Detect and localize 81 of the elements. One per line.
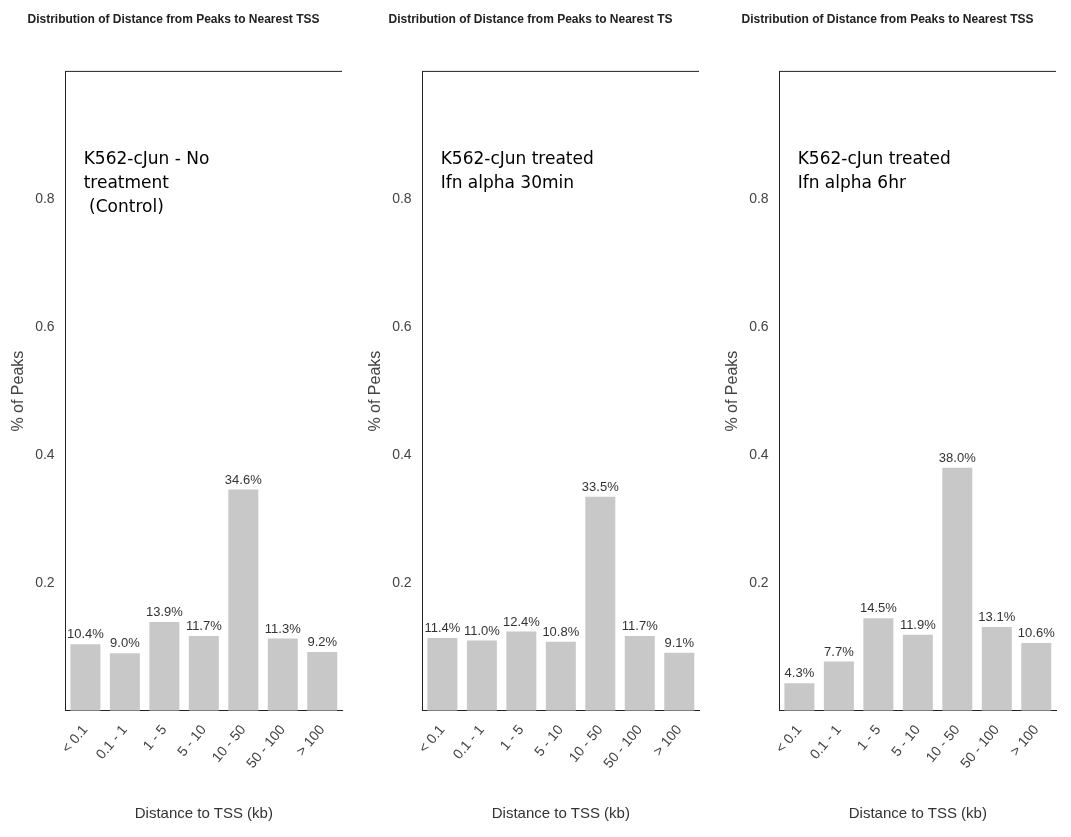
data-label: 9.2%	[307, 634, 338, 650]
bar	[942, 467, 973, 711]
data-label: 9.1%	[664, 634, 695, 650]
data-label: 10.6%	[1017, 625, 1056, 641]
bar	[863, 618, 894, 711]
annotation: K562-cJun - No treatment (Control)	[83, 148, 210, 217]
x-axis-title: Distance to TSS (kb)	[491, 804, 630, 822]
bar	[228, 489, 259, 711]
x-axis-title: Distance to TSS (kb)	[134, 804, 273, 822]
x-tick-label: > 100	[649, 721, 685, 759]
bar	[784, 683, 815, 711]
bar	[70, 644, 101, 711]
x-tick-label: 5 - 10	[887, 721, 924, 760]
bar	[506, 631, 537, 711]
data-label: 9.0%	[110, 635, 141, 651]
chart-title: Distribution of Distance from Peaks to Nearest TSS	[27, 11, 320, 26]
bar	[624, 636, 655, 711]
data-label: 11.7%	[185, 618, 223, 634]
annotation: K562-cJun treated Ifn alpha 30min	[440, 148, 594, 193]
bar	[664, 652, 695, 711]
y-tick-label: 0.4	[35, 445, 55, 462]
x-axis-title: Distance to TSS (kb)	[848, 804, 987, 822]
x-tick-label: > 100	[292, 721, 328, 759]
y-tick-label: 0.4	[749, 445, 769, 462]
y-tick-label: 0.6	[392, 318, 412, 335]
data-label: 12.4%	[502, 613, 541, 629]
bar	[267, 638, 298, 711]
data-label: 34.6%	[224, 471, 263, 487]
bar	[149, 621, 180, 711]
y-axis-title: % of Peaks	[9, 350, 27, 432]
bar	[109, 653, 140, 711]
data-label: 10.4%	[66, 626, 105, 642]
y-axis-title: % of Peaks	[723, 350, 741, 432]
x-tick-label: 5 - 10	[530, 721, 567, 760]
bar	[427, 637, 458, 711]
x-tick-label: < 0.1	[772, 721, 805, 756]
bar	[545, 641, 576, 711]
data-label: 38.0%	[938, 449, 977, 465]
x-tick-label: < 0.1	[415, 721, 448, 756]
x-tick-label: 1 - 5	[496, 721, 527, 754]
data-label: 10.8%	[542, 623, 580, 639]
data-label: 13.9%	[145, 604, 184, 620]
y-tick-label: 0.2	[392, 573, 412, 590]
x-tick-label: 5 - 10	[173, 721, 210, 760]
bar	[585, 496, 616, 711]
bar	[823, 661, 854, 711]
y-tick-label: 0.6	[35, 318, 55, 335]
data-label: 13.1%	[978, 609, 1016, 625]
y-tick-label: 0.6	[749, 318, 769, 335]
data-label: 11.3%	[264, 620, 302, 636]
annotation: K562-cJun treated Ifn alpha 6hr	[797, 148, 951, 193]
data-label: 11.4%	[424, 620, 461, 636]
y-tick-label: 0.8	[392, 190, 412, 207]
data-label: 7.7%	[824, 643, 855, 659]
bar	[307, 652, 338, 711]
bar	[466, 640, 497, 711]
chart-title: Distribution of Distance from Peaks to Nearest TSS	[741, 11, 1034, 26]
bar	[1021, 643, 1052, 711]
x-tick-label: 1 - 5	[139, 721, 170, 754]
data-label: 4.3%	[784, 665, 815, 681]
y-tick-label: 0.8	[35, 190, 55, 207]
chart-title: Distribution of Distance from Peaks to Nearest TS	[388, 11, 673, 26]
bar	[981, 627, 1012, 711]
bar	[188, 636, 219, 711]
bar	[902, 634, 933, 711]
y-tick-label: 0.4	[392, 445, 412, 462]
x-tick-label: 1 - 5	[853, 721, 884, 754]
y-tick-label: 0.2	[35, 573, 55, 590]
data-label: 33.5%	[581, 478, 620, 494]
x-tick-label: > 100	[1006, 721, 1042, 759]
data-label: 14.5%	[859, 600, 898, 616]
data-label: 11.0%	[463, 622, 501, 638]
y-tick-label: 0.8	[749, 190, 769, 207]
y-tick-label: 0.2	[749, 573, 769, 590]
data-label: 11.7%	[621, 618, 659, 634]
data-label: 11.9%	[899, 616, 937, 632]
x-tick-label: 0.1 - 1	[806, 721, 845, 763]
x-tick-label: < 0.1	[58, 721, 91, 756]
x-tick-label: 0.1 - 1	[449, 721, 488, 763]
x-tick-label: 0.1 - 1	[92, 721, 131, 763]
y-axis-title: % of Peaks	[366, 350, 384, 432]
